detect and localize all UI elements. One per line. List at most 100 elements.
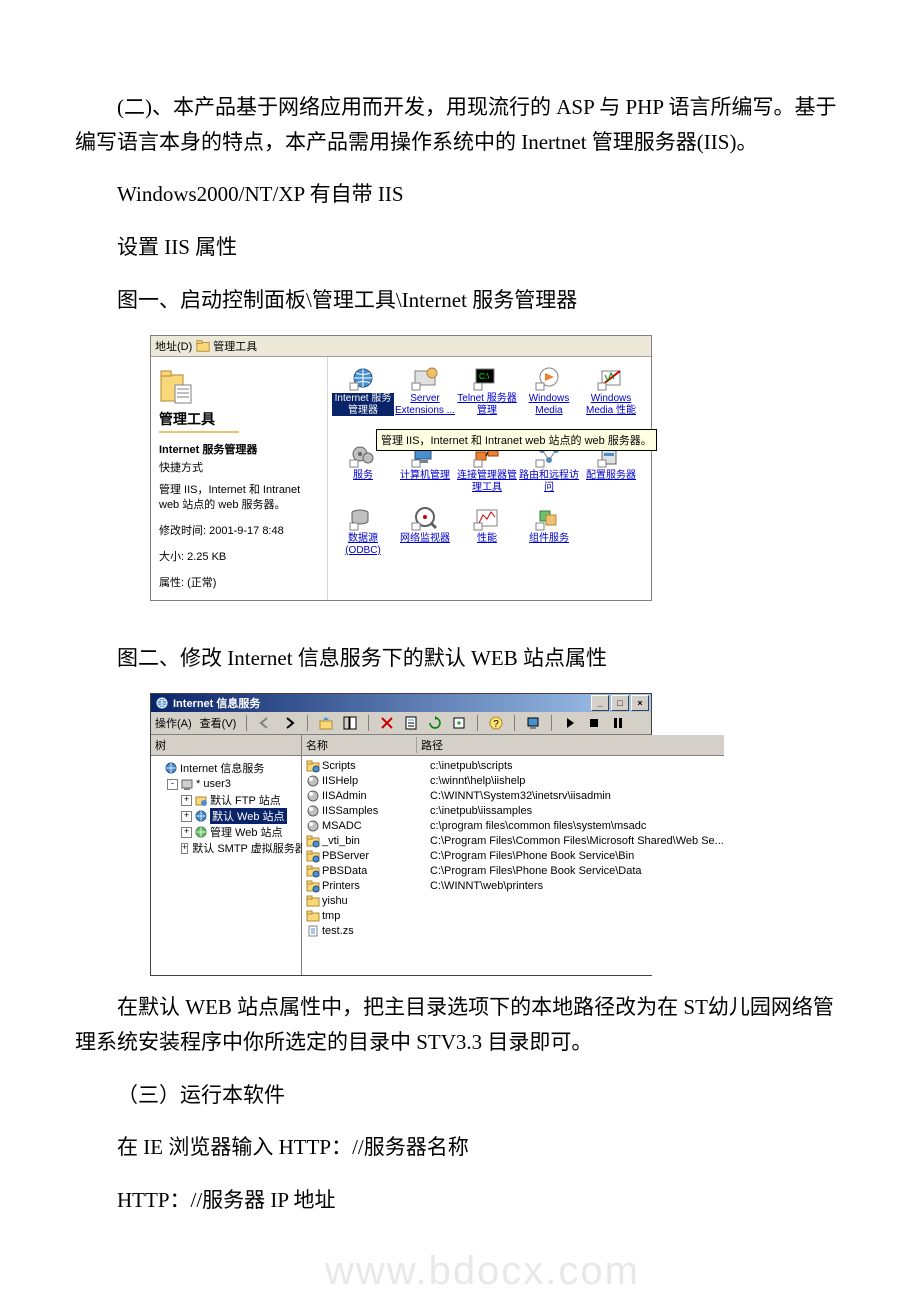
tree-node[interactable]: +管理 Web 站点 bbox=[153, 824, 299, 840]
list-row[interactable]: test.zs bbox=[302, 923, 724, 938]
list-row[interactable]: IISSamplesc:\inetpub\iissamples bbox=[302, 803, 724, 818]
menu-action[interactable]: 操作(A) bbox=[155, 715, 192, 731]
shortcut-label: 服务 bbox=[332, 470, 394, 482]
tree-icon bbox=[194, 809, 208, 823]
svg-text:C:\: C:\ bbox=[479, 372, 490, 381]
shortcut-label: Telnet 服务器管理 bbox=[456, 393, 518, 416]
row-icon bbox=[306, 864, 320, 878]
row-icon bbox=[306, 894, 320, 908]
list-row[interactable]: MSADCc:\program files\common files\syste… bbox=[302, 818, 724, 833]
row-icon bbox=[306, 849, 320, 863]
tree-icon bbox=[180, 777, 194, 791]
shortcut-label: Windows Media 性能 bbox=[580, 393, 642, 416]
list-row[interactable]: tmp bbox=[302, 908, 724, 923]
row-path: c:\program files\common files\system\msa… bbox=[426, 820, 724, 832]
netmon-icon bbox=[410, 505, 440, 531]
shortcut-label: 计算机管理 bbox=[394, 470, 456, 482]
tree-node[interactable]: +默认 Web 站点 bbox=[153, 808, 299, 824]
paragraph-8: 在 IE 浏览器输入 HTTP：//服务器名称 bbox=[75, 1130, 845, 1165]
row-path: C:\Program Files\Phone Book Service\Data bbox=[426, 865, 724, 877]
tree-node[interactable]: -* user3 bbox=[153, 776, 299, 792]
row-icon bbox=[306, 819, 320, 833]
expand-toggle[interactable]: + bbox=[181, 827, 192, 838]
show-hide-icon[interactable] bbox=[342, 715, 358, 731]
expand-toggle[interactable]: + bbox=[181, 843, 188, 854]
figure-2-iis-mmc-window: Internet 信息服务 _ □ × 操作(A) 查看(V) ? bbox=[150, 693, 652, 976]
row-name: IISAdmin bbox=[322, 790, 426, 802]
shortcut-netmon[interactable]: 网络监视器 bbox=[394, 505, 456, 556]
row-name: tmp bbox=[322, 910, 426, 922]
address-value: 管理工具 bbox=[213, 338, 257, 354]
expand-toggle[interactable]: + bbox=[181, 795, 192, 806]
row-name: Printers bbox=[322, 880, 426, 892]
list-row[interactable]: Scriptsc:\inetpub\scripts bbox=[302, 758, 724, 773]
tree-icon bbox=[164, 761, 178, 775]
shortcut-perf[interactable]: 性能 bbox=[456, 505, 518, 556]
list-row[interactable]: _vti_binC:\Program Files\Common Files\Mi… bbox=[302, 833, 724, 848]
properties-icon[interactable] bbox=[403, 715, 419, 731]
tree-label: Internet 信息服务 bbox=[180, 760, 264, 776]
export-icon[interactable] bbox=[451, 715, 467, 731]
list-row[interactable]: PBSDataC:\Program Files\Phone Book Servi… bbox=[302, 863, 724, 878]
shortcut-wmperf[interactable]: Windows Media 性能 bbox=[580, 365, 642, 416]
list-row[interactable]: PrintersC:\WINNT\web\printers bbox=[302, 878, 724, 893]
shortcut-telnet[interactable]: C:\ Telnet 服务器管理 bbox=[456, 365, 518, 416]
address-label: 地址(D) bbox=[155, 338, 192, 354]
wm-icon bbox=[534, 365, 564, 391]
maximize-button[interactable]: □ bbox=[611, 695, 629, 711]
up-icon[interactable] bbox=[318, 715, 334, 731]
tree-node[interactable]: +默认 FTP 站点 bbox=[153, 792, 299, 808]
tree-label: 默认 SMTP 虚拟服务器 bbox=[192, 840, 305, 856]
shortcut-odbc[interactable]: 数据源 (ODBC) bbox=[332, 505, 394, 556]
menu-view[interactable]: 查看(V) bbox=[200, 715, 237, 731]
paragraph-5: 图二、修改 Internet 信息服务下的默认 WEB 站点属性 bbox=[75, 641, 845, 676]
paragraph-4: 图一、启动控制面板\管理工具\Internet 服务管理器 bbox=[75, 283, 845, 318]
tree-node[interactable]: Internet 信息服务 bbox=[153, 760, 299, 776]
row-path: C:\WINNT\System32\inetsrv\iisadmin bbox=[426, 790, 724, 802]
row-icon bbox=[306, 804, 320, 818]
tree-pane: 树 Internet 信息服务-* user3+默认 FTP 站点+默认 Web… bbox=[151, 735, 302, 975]
wmperf-icon bbox=[596, 365, 626, 391]
shortcut-comp[interactable]: 组件服务 bbox=[518, 505, 580, 556]
column-path[interactable]: 路径 bbox=[417, 737, 720, 753]
shortcut-label: Server Extensions ... bbox=[394, 393, 456, 416]
refresh-icon[interactable] bbox=[427, 715, 443, 731]
shortcut-label: 连接管理器管理工具 bbox=[456, 470, 518, 493]
selected-item-name: Internet 服务管理器 bbox=[159, 441, 319, 457]
divider bbox=[159, 431, 239, 433]
list-row[interactable]: yishu bbox=[302, 893, 724, 908]
shortcut-srv[interactable]: Server Extensions ... bbox=[394, 365, 456, 416]
file-size: 大小: 2.25 KB bbox=[159, 548, 319, 564]
paragraph-9: HTTP：//服务器 IP 地址 bbox=[75, 1183, 845, 1218]
help-icon[interactable]: ? bbox=[488, 715, 504, 731]
back-icon[interactable] bbox=[257, 715, 273, 731]
shortcut-label: 数据源 (ODBC) bbox=[332, 533, 394, 556]
title-bar: Internet 信息服务 _ □ × bbox=[151, 694, 651, 712]
close-button[interactable]: × bbox=[631, 695, 649, 711]
list-row[interactable]: PBServerC:\Program Files\Phone Book Serv… bbox=[302, 848, 724, 863]
stop-icon[interactable] bbox=[586, 715, 602, 731]
minimize-button[interactable]: _ bbox=[591, 695, 609, 711]
selected-item-description: 管理 IIS，Internet 和 Intranet web 站点的 web 服… bbox=[159, 483, 319, 512]
paragraph-3: 设置 IIS 属性 bbox=[75, 230, 845, 265]
pane-title: 管理工具 bbox=[159, 409, 319, 429]
list-row[interactable]: IISAdminC:\WINNT\System32\inetsrv\iisadm… bbox=[302, 788, 724, 803]
column-name[interactable]: 名称 bbox=[306, 737, 417, 753]
start-icon[interactable] bbox=[562, 715, 578, 731]
tree-node[interactable]: +默认 SMTP 虚拟服务器 bbox=[153, 840, 299, 856]
expand-toggle[interactable]: - bbox=[167, 779, 178, 790]
shortcut-label: 组件服务 bbox=[518, 533, 580, 545]
shortcut-globe[interactable]: Internet 服务管理器 bbox=[332, 365, 394, 416]
delete-icon[interactable] bbox=[379, 715, 395, 731]
computer-icon[interactable] bbox=[525, 715, 541, 731]
svg-text:?: ? bbox=[494, 719, 500, 730]
list-row[interactable]: IISHelpc:\winnt\help\iishelp bbox=[302, 773, 724, 788]
tooltip: 管理 IIS，Internet 和 Intranet web 站点的 web 服… bbox=[376, 429, 657, 451]
row-path: C:\Program Files\Phone Book Service\Bin bbox=[426, 850, 724, 862]
icon-row-3: 数据源 (ODBC)网络监视器性能组件服务 bbox=[332, 503, 647, 562]
shortcut-wm[interactable]: Windows Media bbox=[518, 365, 580, 416]
forward-icon[interactable] bbox=[281, 715, 297, 731]
pause-icon[interactable] bbox=[610, 715, 626, 731]
row-name: yishu bbox=[322, 895, 426, 907]
expand-toggle[interactable]: + bbox=[181, 811, 192, 822]
